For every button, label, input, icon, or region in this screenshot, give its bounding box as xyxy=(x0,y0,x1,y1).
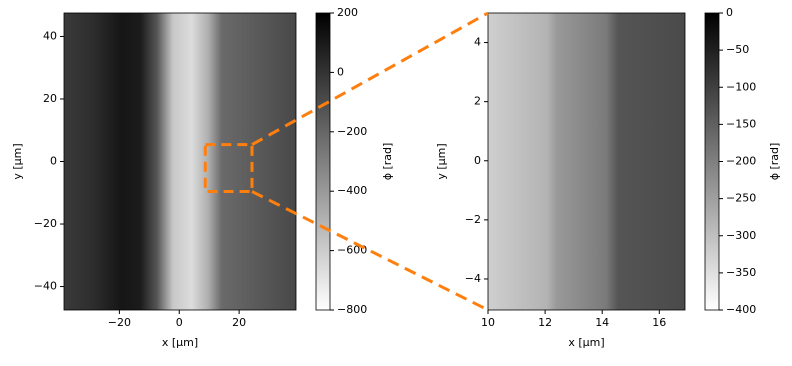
colorbar-tick-label: 0 xyxy=(726,6,733,19)
zoom-box xyxy=(203,143,254,194)
colorbar-label: ϕ [rad] xyxy=(381,143,394,181)
y-axis-label: y [μm] xyxy=(11,143,24,179)
zoom-connector xyxy=(251,11,489,146)
colorbar xyxy=(704,12,720,311)
y-tick-label: 0 xyxy=(50,155,57,168)
image xyxy=(64,13,296,310)
colorbar-tick-label: −350 xyxy=(726,266,756,279)
x-tick-label: 16 xyxy=(652,316,666,329)
colorbar-tick-label: −800 xyxy=(337,303,367,316)
colorbar-tick-label: −100 xyxy=(726,80,756,93)
zoom-connector xyxy=(251,190,489,312)
colorbar-tick-label: −400 xyxy=(726,303,756,316)
y-tick-label: −20 xyxy=(34,217,57,230)
colorbar-tick-label: −150 xyxy=(726,117,756,130)
colorbar-tick-label: −50 xyxy=(726,43,749,56)
colorbar-label: ϕ [rad] xyxy=(768,143,781,181)
image xyxy=(488,13,685,310)
colorbar-tick-label: −250 xyxy=(726,192,756,205)
colorbar-tick-label: −400 xyxy=(337,184,367,197)
colorbar-tick-label: −200 xyxy=(726,155,756,168)
x-tick-label: 0 xyxy=(176,316,183,329)
y-tick-label: 0 xyxy=(474,154,481,167)
y-tick-label: −40 xyxy=(34,280,57,293)
y-tick-label: 20 xyxy=(43,92,57,105)
y-tick-label: −2 xyxy=(465,213,481,226)
x-tick-label: 14 xyxy=(595,316,609,329)
plot-frame xyxy=(487,12,686,311)
x-tick-label: −20 xyxy=(108,316,131,329)
colorbar xyxy=(315,12,331,311)
y-tick-label: −4 xyxy=(465,272,481,285)
colorbar-tick-label: −300 xyxy=(726,229,756,242)
colorbar-tick-label: −200 xyxy=(337,125,367,138)
y-tick-label: 40 xyxy=(43,29,57,42)
y-axis-label: y [μm] xyxy=(435,143,448,179)
colorbar-tick-label: 0 xyxy=(337,65,344,78)
x-axis-label: x [μm] xyxy=(568,336,604,349)
x-axis-label: x [μm] xyxy=(162,336,198,349)
y-tick-label: 4 xyxy=(474,36,481,49)
x-tick-label: 12 xyxy=(538,316,552,329)
x-tick-label: 20 xyxy=(232,316,246,329)
y-tick-label: 2 xyxy=(474,95,481,108)
colorbar-tick-label: 200 xyxy=(337,6,358,19)
x-tick-label: 10 xyxy=(481,316,495,329)
